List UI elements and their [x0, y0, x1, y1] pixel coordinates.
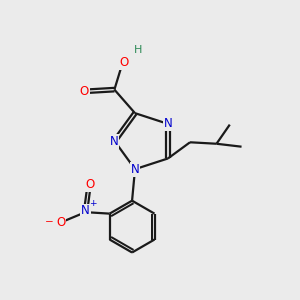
Text: O: O: [56, 216, 65, 229]
Text: N: N: [110, 135, 118, 148]
Text: N: N: [130, 163, 140, 176]
Text: O: O: [85, 178, 94, 191]
Text: H: H: [134, 45, 142, 55]
Text: O: O: [80, 85, 89, 98]
Text: +: +: [89, 200, 97, 208]
Text: N: N: [164, 117, 173, 130]
Text: O: O: [119, 56, 129, 69]
Text: N: N: [81, 205, 90, 218]
Text: −: −: [45, 218, 54, 227]
